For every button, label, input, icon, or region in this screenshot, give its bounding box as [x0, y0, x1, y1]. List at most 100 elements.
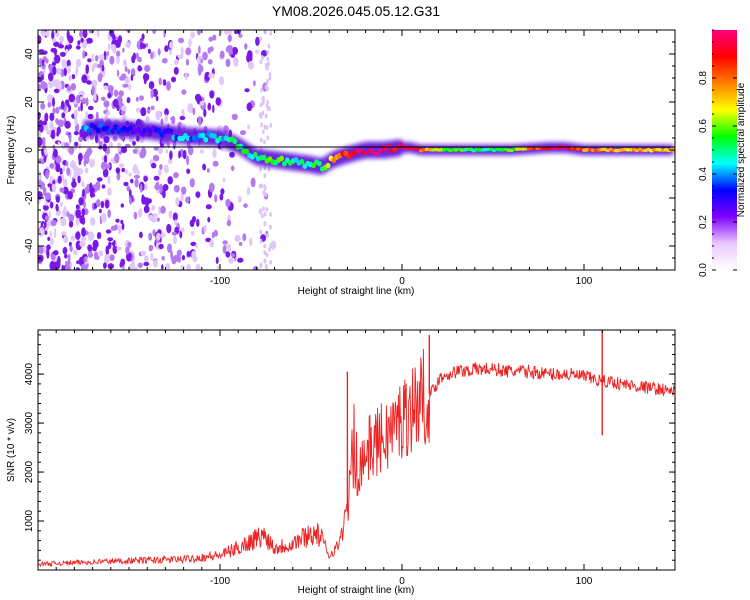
noise-speckle	[153, 146, 159, 151]
noise-speckle	[121, 146, 127, 154]
noise-speckle	[101, 155, 105, 161]
noise-speckle	[120, 219, 124, 225]
noise-speckle	[57, 141, 61, 146]
noise-speckle	[39, 57, 43, 66]
colorbar-tick-label: 0.0	[698, 263, 709, 277]
noise-speckle	[166, 81, 171, 91]
noise-speckle	[95, 55, 99, 62]
noise-speckle	[50, 219, 57, 227]
noise-speckle	[59, 51, 66, 57]
noise-speckle	[75, 58, 82, 68]
noise-speckle	[55, 195, 61, 203]
noise-speckle	[63, 206, 67, 214]
noise-speckle	[232, 46, 238, 55]
noise-speckle	[65, 263, 71, 270]
noise-speckle	[116, 246, 122, 251]
noise-speckle	[260, 87, 263, 93]
noise-speckle	[259, 166, 262, 172]
noise-speckle	[87, 105, 94, 111]
noise-speckle	[61, 112, 66, 119]
noise-speckle	[262, 190, 266, 196]
noise-speckle	[212, 34, 217, 41]
noise-speckle	[75, 208, 81, 219]
noise-speckle	[190, 231, 195, 236]
noise-speckle	[191, 250, 197, 260]
noise-speckle	[121, 167, 125, 173]
noise-speckle	[186, 168, 191, 174]
noise-speckle	[208, 36, 213, 42]
noise-speckle	[64, 142, 69, 148]
noise-speckle	[75, 216, 80, 226]
noise-speckle	[208, 182, 215, 193]
noise-speckle	[181, 186, 187, 195]
noise-speckle	[50, 129, 56, 140]
noise-speckle	[116, 50, 121, 57]
noise-speckle	[180, 227, 185, 233]
noise-speckle	[263, 173, 267, 178]
noise-speckle	[222, 245, 227, 254]
noise-speckle	[123, 181, 129, 187]
noise-speckle	[99, 208, 102, 214]
noise-speckle	[267, 61, 271, 67]
noise-speckle	[148, 198, 152, 204]
noise-speckle	[206, 168, 210, 173]
noise-speckle	[78, 158, 82, 166]
y-tick-label: -20	[24, 190, 35, 205]
noise-speckle	[204, 71, 211, 82]
noise-speckle	[128, 172, 132, 177]
ridge-point	[98, 122, 104, 128]
noise-speckle	[69, 133, 72, 144]
noise-speckle	[262, 100, 265, 105]
ridge-point	[86, 128, 92, 134]
noise-speckle	[38, 173, 42, 181]
noise-speckle	[263, 139, 266, 145]
noise-speckle	[212, 148, 217, 159]
noise-speckle	[60, 100, 65, 110]
snr-panel: -100 0 100 1000 2000 3000 4000 Height of strai…	[6, 329, 676, 596]
noise-speckle	[180, 46, 184, 57]
noise-speckle	[112, 98, 119, 108]
noise-speckle	[66, 59, 71, 68]
noise-speckle	[58, 119, 64, 128]
noise-speckle	[77, 168, 84, 175]
noise-speckle	[155, 110, 162, 121]
noise-speckle	[89, 182, 93, 191]
noise-speckle	[55, 67, 62, 75]
noise-speckle	[121, 105, 127, 112]
noise-speckle	[261, 110, 265, 116]
noise-speckle	[213, 229, 218, 237]
ridge-point	[95, 127, 101, 134]
noise-speckle	[80, 101, 83, 112]
snr-ticks: -100 0 100 1000 2000 3000 4000	[24, 330, 676, 587]
noise-speckle	[83, 154, 87, 159]
noise-speckle	[165, 263, 171, 270]
noise-speckle	[44, 215, 50, 221]
noise-speckle	[125, 41, 131, 48]
noise-speckle	[63, 67, 67, 77]
noise-speckle	[74, 141, 79, 147]
noise-speckle	[161, 57, 168, 64]
noise-speckle	[112, 46, 117, 54]
noise-speckle	[75, 231, 81, 240]
noise-speckle	[137, 208, 143, 218]
noise-speckle	[91, 53, 95, 62]
noise-speckle	[265, 206, 269, 212]
noise-speckle	[43, 155, 47, 163]
noise-speckle	[179, 230, 183, 239]
noise-speckle	[91, 64, 95, 73]
noise-speckle	[171, 231, 177, 236]
noise-speckle	[53, 228, 57, 239]
noise-speckle	[130, 178, 134, 184]
ridge-point	[375, 151, 380, 156]
noise-speckle	[144, 255, 149, 264]
noise-speckle	[47, 72, 54, 82]
noise-speckle	[103, 155, 108, 164]
noise-speckle	[141, 33, 145, 40]
noise-speckle	[64, 253, 68, 259]
noise-speckle	[139, 95, 144, 101]
noise-speckle	[92, 246, 97, 252]
noise-speckle	[153, 154, 160, 162]
noise-speckle	[152, 30, 157, 34]
noise-speckle	[195, 244, 198, 249]
noise-speckle	[57, 175, 62, 184]
